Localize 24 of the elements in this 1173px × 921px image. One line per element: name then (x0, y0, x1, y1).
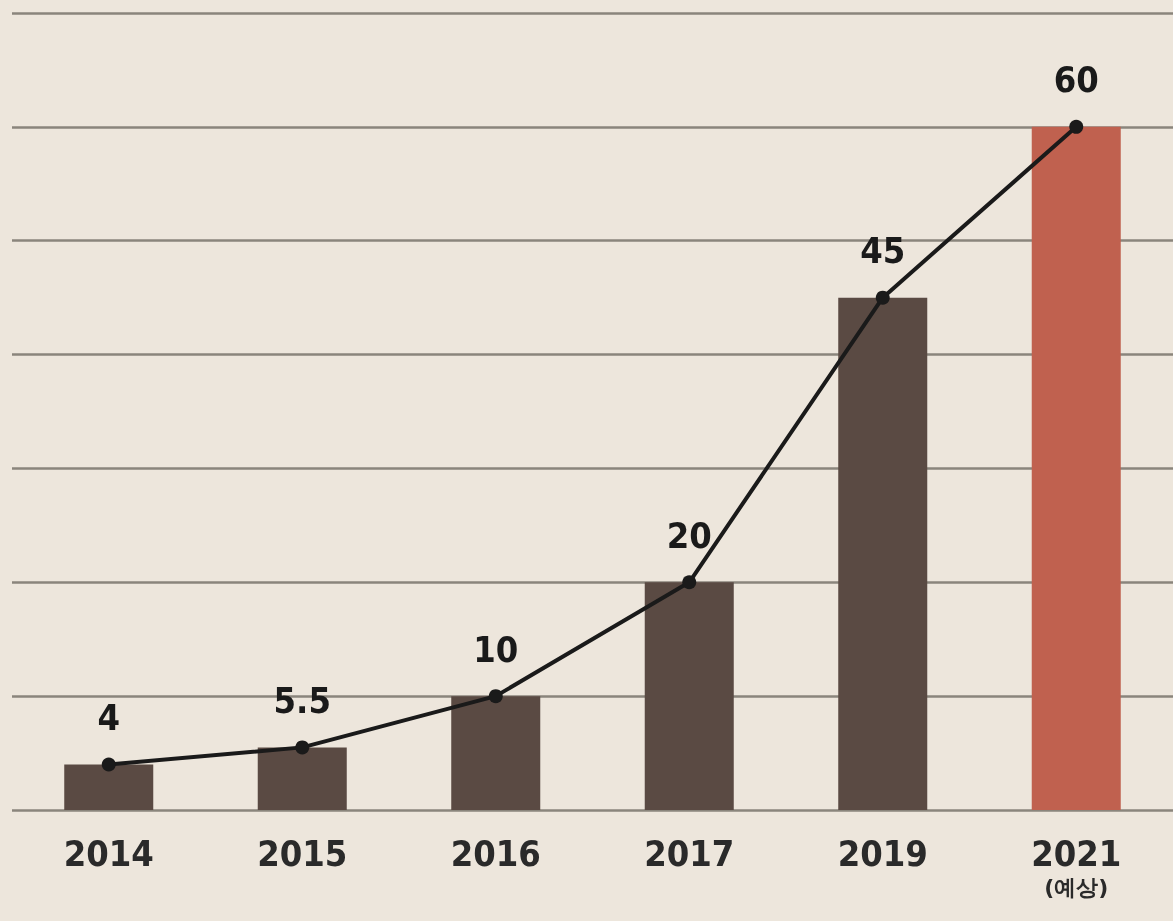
data-label: 45 (860, 230, 906, 272)
x-tick-label: 2017 (644, 832, 735, 874)
x-tick-label: 2014 (63, 832, 154, 874)
bar (257, 747, 347, 810)
data-label: 10 (473, 628, 519, 670)
point (295, 740, 310, 755)
point (101, 757, 116, 772)
data-label: 20 (666, 514, 712, 556)
bar (644, 582, 734, 810)
point (682, 575, 697, 590)
point (488, 689, 503, 704)
bar (64, 764, 154, 810)
bar (838, 297, 928, 810)
x-tick-label: 2015 (257, 832, 348, 874)
point (875, 290, 890, 305)
data-label: 5.5 (273, 679, 331, 721)
bar (1031, 126, 1121, 810)
data-label: 4 (97, 696, 121, 738)
x-tick-label: 2016 (450, 832, 541, 874)
bar (451, 696, 541, 810)
x-tick-label: 2019 (837, 832, 928, 874)
x-tick-label: 2021 (예상) (1031, 832, 1122, 900)
data-label: 60 (1053, 59, 1099, 101)
point (1069, 119, 1084, 134)
